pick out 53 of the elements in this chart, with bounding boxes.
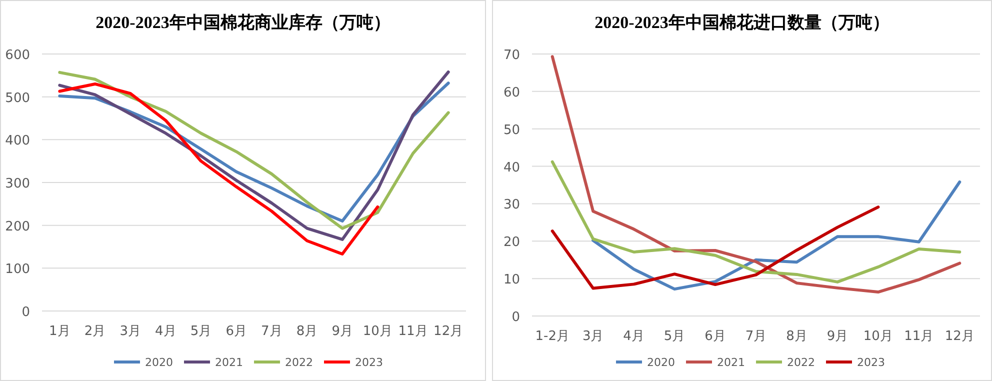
x-tick-label: 12月 [434,324,464,339]
x-tick-label: 1-2月 [535,329,570,344]
legend-label: 2021 [717,356,745,369]
x-tick-label: 3月 [582,329,604,344]
chart-title: 2020-2023年中国棉花商业库存（万吨） [96,13,390,32]
x-tick-label: 6月 [226,324,247,339]
y-tick-label: 10 [503,272,520,288]
chart-title: 2020-2023年中国棉花进口数量（万吨） [594,13,890,32]
legend-label: 2023 [355,356,383,369]
y-tick-label: 500 [5,90,30,106]
line-series [550,160,962,284]
x-tick-label: 11月 [904,329,934,344]
y-tick-label: 40 [503,160,520,176]
x-tick-label: 10月 [863,329,893,344]
y-tick-label: 0 [512,310,520,325]
legend-label: 2022 [285,356,313,369]
y-tick-label: 200 [5,219,30,234]
x-tick-label: 7月 [745,329,767,344]
y-tick-label: 60 [503,85,520,100]
x-tick-label: 8月 [786,329,808,344]
y-tick-label: 70 [503,48,520,63]
x-tick-label: 7月 [261,324,282,339]
y-tick-label: 300 [5,176,30,192]
legend-label: 2020 [145,356,173,369]
y-tick-label: 20 [503,235,520,250]
y-tick-label: 400 [5,134,30,149]
x-tick-label: 2月 [84,324,106,339]
y-tick-label: 50 [503,122,520,138]
x-tick-label: 4月 [155,324,176,339]
x-tick-label: 4月 [623,329,644,344]
x-tick-label: 5月 [664,329,686,344]
x-tick-label: 9月 [826,329,848,344]
x-tick-label: 1月 [49,324,70,339]
x-tick-label: 11月 [398,324,428,339]
x-tick-label: 6月 [704,329,726,344]
legend-label: 2023 [857,356,885,369]
y-tick-label: 100 [5,262,30,278]
x-tick-label: 5月 [190,324,212,339]
legend-label: 2021 [215,356,243,369]
y-tick-label: 30 [503,198,520,213]
x-tick-label: 9月 [332,324,353,339]
x-tick-label: 10月 [362,324,392,339]
y-tick-label: 0 [22,305,30,320]
line-series [58,82,380,256]
legend-label: 2022 [787,356,815,369]
line-series [550,206,880,290]
line-series [592,180,962,291]
x-tick-label: 12月 [944,329,974,344]
line-series [550,55,962,294]
legend-label: 2020 [647,356,675,369]
x-tick-label: 8月 [296,324,318,339]
y-tick-label: 600 [5,48,30,63]
x-tick-label: 3月 [120,324,141,339]
